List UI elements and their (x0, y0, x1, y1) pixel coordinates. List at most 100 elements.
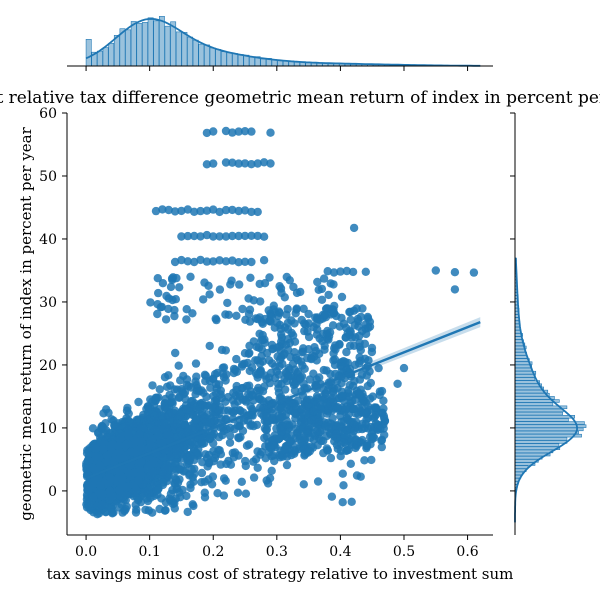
scatter-point (324, 290, 333, 300)
scatter-point (260, 433, 269, 443)
scatter-point (172, 444, 182, 453)
scatter-point (146, 298, 155, 307)
scatter-point (291, 424, 300, 434)
scatter-point (332, 440, 342, 450)
scatter-point (282, 452, 292, 461)
scatter-point (259, 158, 269, 167)
scatter-point (226, 431, 235, 440)
scatter-point (224, 456, 233, 466)
y-marginal-bar (514, 446, 561, 450)
y-marginal-bar (514, 415, 575, 419)
scatter-point (313, 477, 323, 486)
x-tick-label: 0.2 (202, 544, 224, 560)
scatter-point (123, 429, 133, 438)
scatter-point (276, 453, 285, 462)
scatter-point (269, 305, 278, 314)
scatter-point (345, 341, 355, 350)
scatter-point (158, 205, 167, 214)
scatter-point (332, 429, 341, 438)
scatter-point (314, 285, 323, 294)
x-axis-label: tax savings minus cost of strategy relat… (47, 565, 514, 583)
scatter-point (355, 391, 365, 400)
scatter-point (147, 434, 157, 443)
scatter-point (221, 476, 230, 485)
scatter-point (257, 447, 266, 457)
scatter-point (153, 309, 162, 319)
scatter-point (183, 205, 192, 214)
scatter-point (377, 442, 386, 452)
scatter-point (134, 397, 143, 407)
scatter-point (309, 323, 318, 332)
x-tick-label: 0.0 (75, 544, 97, 560)
scatter-point (278, 359, 287, 369)
scatter-point (115, 434, 125, 443)
x-marginal-kde (85, 17, 481, 67)
scatter-point (221, 376, 230, 385)
scatter-point (256, 297, 265, 306)
scatter-point (255, 329, 264, 338)
scatter-point (176, 376, 185, 385)
scatter-point (341, 358, 350, 367)
scatter-point (240, 206, 250, 215)
scatter-point (213, 489, 222, 498)
scatter-point (182, 380, 191, 390)
scatter-point (253, 356, 262, 365)
scatter-point (219, 363, 229, 372)
x-marginal-bar (226, 52, 233, 67)
scatter-point (431, 266, 440, 275)
x-marginal-bar (125, 29, 132, 67)
scatter-point (343, 329, 352, 338)
scatter-point (368, 392, 377, 401)
scatter-point (249, 473, 259, 482)
x-marginal-bar (136, 23, 143, 67)
scatter-point (233, 488, 243, 497)
scatter-point (357, 370, 367, 379)
scatter-point (146, 440, 155, 450)
scatter-point (84, 500, 94, 509)
y-marginal-bar (514, 380, 540, 384)
x-marginal-bar (181, 32, 188, 67)
scatter-point (165, 390, 174, 399)
scatter-point (253, 370, 262, 379)
scatter-point (219, 491, 229, 500)
scatter-point (183, 257, 192, 266)
scatter-point (276, 392, 286, 401)
y-tick-label: 40 (39, 232, 57, 248)
scatter-point (117, 474, 127, 484)
x-tick-label: 0.5 (393, 544, 415, 560)
scatter-point (260, 382, 269, 391)
x-marginal-histogram (85, 16, 481, 71)
y-tick-label: 50 (39, 169, 57, 185)
scatter-point (202, 128, 212, 138)
y-marginal-bar (514, 437, 568, 441)
x-marginal-bar (97, 50, 103, 67)
scatter-point (247, 127, 256, 136)
scatter-point (242, 441, 252, 450)
scatter-point (225, 438, 235, 447)
scatter-point (339, 481, 348, 490)
scatter-point (241, 456, 250, 466)
scatter-point (162, 382, 172, 391)
scatter-point (159, 453, 168, 462)
scatter-point (221, 158, 231, 167)
x-marginal-bar (192, 39, 199, 67)
y-marginal-bar (514, 433, 582, 438)
scatter-point (304, 309, 313, 319)
scatter-point (189, 501, 198, 511)
y-marginal-bar (514, 430, 579, 435)
scatter-point (204, 459, 214, 468)
scatter-point (195, 386, 204, 396)
scatter-point (160, 463, 170, 472)
scatter-point (327, 395, 336, 404)
scatter-point (369, 413, 378, 423)
scatter-point (342, 347, 351, 357)
x-tick-label: 0.6 (456, 544, 478, 560)
scatter-point (268, 436, 277, 445)
scatter-point (274, 384, 283, 393)
scatter-point (164, 304, 173, 314)
scatter-point (144, 506, 153, 515)
scatter-point (177, 232, 186, 241)
scatter-point (348, 267, 358, 277)
scatter-point (143, 402, 153, 412)
